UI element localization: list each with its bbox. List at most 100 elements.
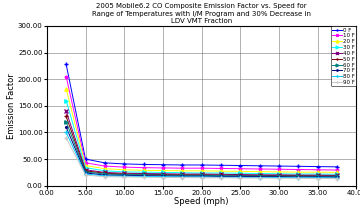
70 F: [335, 176, 339, 179]
0 F: [335, 165, 339, 168]
40 F: [103, 171, 107, 174]
90 F: [277, 177, 281, 179]
30 F: [199, 172, 204, 174]
Line: 90 F: 90 F: [64, 136, 339, 180]
40 F: [315, 174, 320, 176]
80 F: [296, 176, 301, 179]
30 F: [103, 170, 107, 172]
30 F: [277, 172, 281, 175]
10 F: [180, 167, 184, 170]
Line: 30 F: 30 F: [64, 99, 339, 176]
20 F: [257, 170, 262, 173]
80 F: [122, 175, 126, 178]
90 F: [64, 137, 68, 139]
80 F: [180, 176, 184, 178]
50 F: [64, 115, 68, 118]
20 F: [219, 170, 223, 172]
50 F: [180, 173, 184, 176]
80 F: [103, 175, 107, 177]
70 F: [219, 175, 223, 178]
60 F: [161, 174, 165, 176]
60 F: [296, 175, 301, 178]
30 F: [122, 171, 126, 173]
30 F: [335, 173, 339, 176]
70 F: [64, 126, 68, 129]
80 F: [199, 176, 204, 178]
40 F: [296, 174, 301, 176]
90 F: [103, 175, 107, 178]
50 F: [199, 173, 204, 176]
70 F: [315, 176, 320, 178]
60 F: [84, 171, 88, 173]
10 F: [122, 166, 126, 168]
60 F: [315, 175, 320, 178]
50 F: [141, 173, 146, 176]
0 F: [64, 63, 68, 66]
60 F: [122, 173, 126, 176]
30 F: [141, 171, 146, 173]
70 F: [122, 174, 126, 177]
90 F: [296, 177, 301, 179]
20 F: [84, 164, 88, 167]
60 F: [64, 121, 68, 123]
60 F: [199, 174, 204, 177]
30 F: [64, 99, 68, 102]
70 F: [161, 175, 165, 177]
90 F: [122, 176, 126, 178]
40 F: [335, 174, 339, 177]
60 F: [103, 173, 107, 175]
0 F: [315, 165, 320, 168]
30 F: [238, 172, 243, 175]
70 F: [238, 175, 243, 178]
70 F: [103, 174, 107, 176]
10 F: [64, 75, 68, 78]
10 F: [141, 166, 146, 169]
10 F: [296, 168, 301, 171]
30 F: [161, 171, 165, 174]
70 F: [84, 172, 88, 174]
30 F: [84, 166, 88, 169]
90 F: [141, 176, 146, 179]
20 F: [277, 171, 281, 173]
0 F: [122, 163, 126, 165]
0 F: [103, 162, 107, 164]
80 F: [335, 177, 339, 179]
80 F: [315, 176, 320, 179]
30 F: [296, 173, 301, 175]
90 F: [180, 176, 184, 179]
20 F: [141, 169, 146, 172]
80 F: [84, 173, 88, 175]
60 F: [257, 175, 262, 177]
60 F: [219, 174, 223, 177]
40 F: [199, 173, 204, 175]
10 F: [277, 168, 281, 171]
30 F: [219, 172, 223, 174]
10 F: [199, 167, 204, 170]
40 F: [180, 173, 184, 175]
40 F: [141, 172, 146, 175]
20 F: [103, 167, 107, 170]
50 F: [277, 174, 281, 177]
0 F: [277, 165, 281, 167]
Line: 50 F: 50 F: [64, 115, 339, 178]
20 F: [238, 170, 243, 173]
60 F: [238, 175, 243, 177]
0 F: [238, 164, 243, 167]
0 F: [180, 164, 184, 166]
40 F: [257, 173, 262, 176]
0 F: [141, 163, 146, 166]
90 F: [199, 176, 204, 179]
40 F: [238, 173, 243, 176]
20 F: [296, 171, 301, 173]
30 F: [180, 172, 184, 174]
20 F: [64, 87, 68, 90]
60 F: [141, 173, 146, 176]
10 F: [315, 168, 320, 171]
0 F: [84, 158, 88, 160]
40 F: [64, 110, 68, 113]
Title: 2005 Mobile6.2 CO Composite Emission Factor vs. Speed for
Range of Temperatures : 2005 Mobile6.2 CO Composite Emission Fac…: [92, 3, 311, 24]
70 F: [141, 174, 146, 177]
Line: 80 F: 80 F: [64, 131, 339, 180]
90 F: [161, 176, 165, 179]
Line: 60 F: 60 F: [64, 120, 339, 178]
